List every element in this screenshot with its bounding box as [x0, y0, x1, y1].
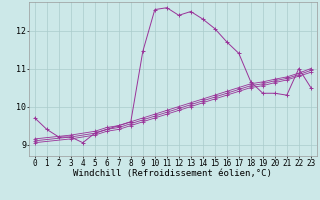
- X-axis label: Windchill (Refroidissement éolien,°C): Windchill (Refroidissement éolien,°C): [73, 169, 272, 178]
